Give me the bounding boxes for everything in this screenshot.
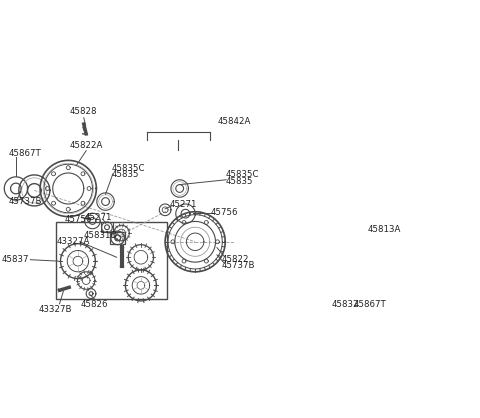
Text: 45822A: 45822A: [70, 141, 103, 150]
Text: 45271: 45271: [84, 213, 112, 222]
Bar: [56, 222, 167, 299]
Text: 45813A: 45813A: [368, 225, 401, 234]
Text: 43327A: 43327A: [56, 237, 90, 246]
Text: 45842A: 45842A: [217, 117, 251, 125]
Text: 45831D: 45831D: [84, 231, 118, 240]
Text: 45737B: 45737B: [8, 197, 42, 206]
Text: 45867T: 45867T: [8, 149, 41, 158]
Text: 45867T: 45867T: [353, 300, 386, 309]
Text: 45271: 45271: [170, 201, 197, 209]
Text: 45822: 45822: [222, 255, 249, 264]
Text: 45832: 45832: [332, 300, 359, 309]
Bar: [110, 232, 125, 244]
Text: 43327B: 43327B: [39, 305, 72, 314]
Text: 45828: 45828: [70, 107, 97, 116]
Text: 45835C: 45835C: [112, 163, 145, 173]
Text: 45835C: 45835C: [225, 170, 259, 179]
Bar: [101, 222, 113, 232]
Text: 45826: 45826: [81, 300, 108, 309]
Text: 45837: 45837: [2, 255, 29, 264]
Text: 45756: 45756: [64, 215, 92, 224]
Text: 45835: 45835: [112, 170, 139, 179]
Text: 45756: 45756: [211, 208, 238, 217]
Text: 45737B: 45737B: [222, 261, 255, 270]
Text: 45835: 45835: [225, 176, 252, 186]
